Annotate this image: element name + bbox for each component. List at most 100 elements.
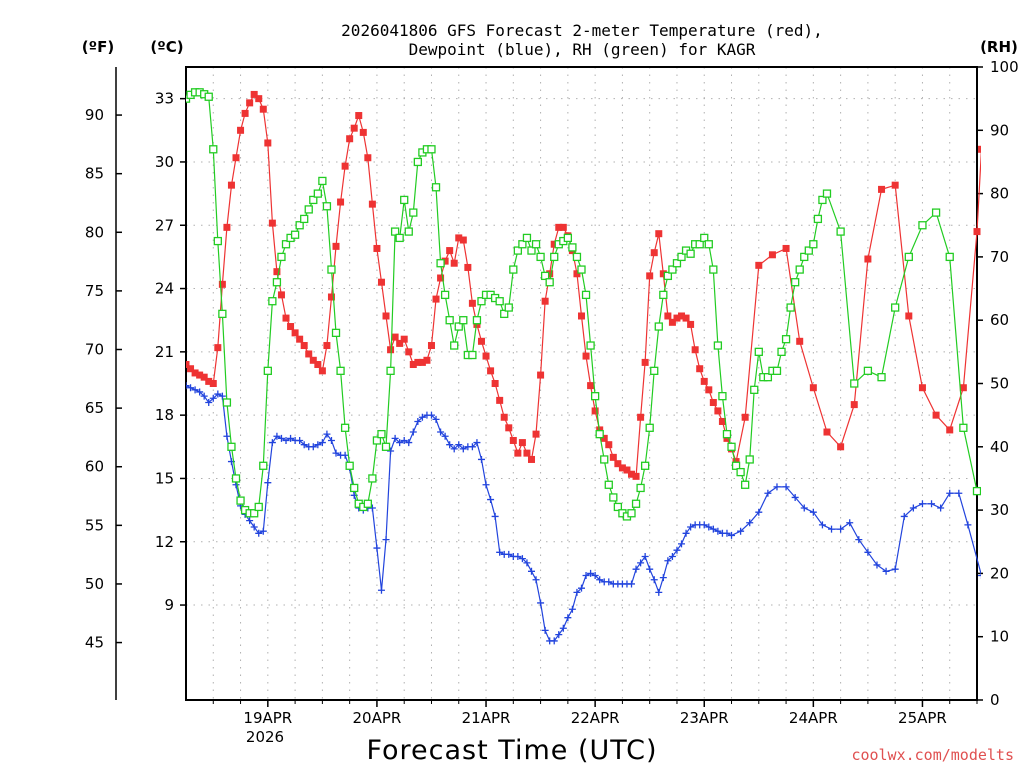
rh-point bbox=[736, 467, 745, 477]
fahrenheit-unit-label: (ºF) bbox=[82, 38, 114, 56]
celsius-tick-label: 27 bbox=[155, 216, 174, 234]
2-meter-temperature-point bbox=[546, 270, 554, 278]
2-meter-temperature-point bbox=[696, 365, 704, 373]
dewpoint-point bbox=[482, 481, 490, 489]
dewpoint-point bbox=[318, 439, 326, 447]
chart-title-line2: Dewpoint (blue), RH (green) for KAGR bbox=[409, 40, 756, 59]
2-meter-temperature-point bbox=[850, 401, 858, 409]
dewpoint-point bbox=[782, 483, 790, 491]
rh-point bbox=[459, 316, 468, 325]
2-meter-temperature-point bbox=[609, 453, 617, 461]
dewpoint-point bbox=[268, 439, 276, 447]
2-meter-temperature-point bbox=[691, 346, 699, 354]
2-meter-temperature-point bbox=[578, 312, 585, 320]
dewpoint-point bbox=[873, 561, 881, 569]
2-meter-temperature-point bbox=[305, 350, 313, 358]
x-day-tick-label: 19APR bbox=[243, 709, 292, 727]
rh-point bbox=[727, 442, 736, 451]
2-meter-temperature-point bbox=[705, 386, 713, 394]
dewpoint-point bbox=[709, 525, 717, 533]
dewpoint-point bbox=[314, 441, 322, 449]
2-meter-temperature-point bbox=[250, 90, 258, 98]
2-meter-temperature-point bbox=[809, 384, 817, 392]
rh-point bbox=[791, 278, 800, 287]
rh-point bbox=[395, 233, 404, 243]
dewpoint-point bbox=[918, 500, 926, 508]
2-meter-temperature-point bbox=[687, 320, 695, 328]
dewpoint-point bbox=[327, 436, 335, 444]
rh-point bbox=[959, 423, 968, 432]
2-meter-temperature-point bbox=[932, 411, 940, 419]
dewpoint-point bbox=[437, 428, 445, 436]
dewpoint-point bbox=[409, 428, 417, 436]
rh-point bbox=[327, 265, 336, 274]
rh-point bbox=[250, 509, 259, 518]
2-meter-temperature-point bbox=[214, 344, 222, 352]
rh-point bbox=[795, 265, 804, 274]
rh-point bbox=[204, 92, 213, 101]
2-meter-temperature-point bbox=[218, 280, 226, 288]
dewpoint-point bbox=[673, 546, 681, 554]
rh-point bbox=[809, 240, 818, 249]
dewpoint-point bbox=[978, 572, 981, 580]
dewpoint-point bbox=[737, 527, 745, 535]
dewpoint-point bbox=[496, 548, 504, 556]
x-day-tick-label: 24APR bbox=[789, 709, 838, 727]
rh-point bbox=[400, 195, 409, 205]
2-meter-temperature-point bbox=[314, 361, 322, 369]
dewpoint-point bbox=[391, 434, 399, 442]
rh-tick-label: 50 bbox=[990, 375, 1009, 393]
2-meter-temperature-point bbox=[864, 255, 872, 263]
celsius-tick-label: 24 bbox=[155, 280, 174, 298]
rh-point bbox=[750, 385, 759, 394]
2-meter-temperature-point bbox=[241, 109, 249, 117]
rh-point bbox=[772, 366, 782, 375]
2-meter-temperature-point bbox=[741, 413, 749, 421]
2-meter-temperature-point bbox=[405, 348, 413, 356]
rh-point bbox=[540, 271, 550, 281]
series-group bbox=[186, 88, 981, 645]
dewpoint-point bbox=[332, 449, 340, 457]
rh-tick-label: 70 bbox=[990, 248, 1009, 266]
dewpoint-point bbox=[209, 394, 217, 402]
fahrenheit-tick-label: 90 bbox=[85, 106, 104, 124]
rh-point bbox=[431, 183, 441, 192]
rh-point bbox=[277, 252, 286, 262]
dewpoint-point bbox=[809, 508, 817, 516]
2-meter-temperature-point bbox=[637, 413, 645, 421]
rh-point bbox=[668, 265, 677, 274]
2-meter-temperature-point bbox=[618, 464, 626, 472]
rh-point bbox=[290, 230, 300, 239]
2-meter-temperature-point bbox=[359, 128, 367, 136]
2-meter-temperature-point bbox=[605, 441, 613, 449]
2-meter-temperature-point bbox=[823, 428, 831, 436]
dewpoint-point bbox=[441, 432, 449, 440]
2-meter-temperature-point bbox=[973, 228, 981, 236]
rh-tick-label: 90 bbox=[990, 121, 1009, 139]
2-meter-temperature-point bbox=[505, 424, 513, 432]
2-meter-temperature-point bbox=[259, 105, 267, 113]
rh-point bbox=[404, 227, 413, 236]
2-meter-temperature-point bbox=[518, 439, 526, 447]
dewpoint-point bbox=[946, 489, 954, 497]
dewpoint-point bbox=[396, 439, 404, 447]
dewpoint-point bbox=[446, 441, 454, 449]
rh-point bbox=[409, 208, 418, 217]
year-label: 2026 bbox=[246, 728, 284, 746]
dewpoint-point bbox=[259, 527, 267, 535]
2-meter-temperature-point bbox=[718, 417, 726, 425]
rh-point bbox=[281, 240, 291, 249]
2-meter-temperature-point bbox=[350, 124, 358, 132]
2-meter-temperature-point bbox=[237, 126, 245, 134]
dewpoint-point bbox=[427, 411, 435, 419]
dewpoint-point bbox=[891, 565, 899, 573]
dewpoint-point bbox=[773, 483, 781, 491]
dewpoint-point bbox=[559, 624, 567, 632]
dewpoint-point bbox=[518, 555, 526, 563]
dewpoint-point bbox=[432, 415, 440, 423]
rh-point bbox=[218, 309, 227, 319]
2-meter-temperature-point bbox=[441, 257, 449, 265]
rh-point bbox=[677, 252, 686, 262]
rh-point bbox=[495, 297, 504, 306]
rh-point bbox=[818, 195, 827, 205]
